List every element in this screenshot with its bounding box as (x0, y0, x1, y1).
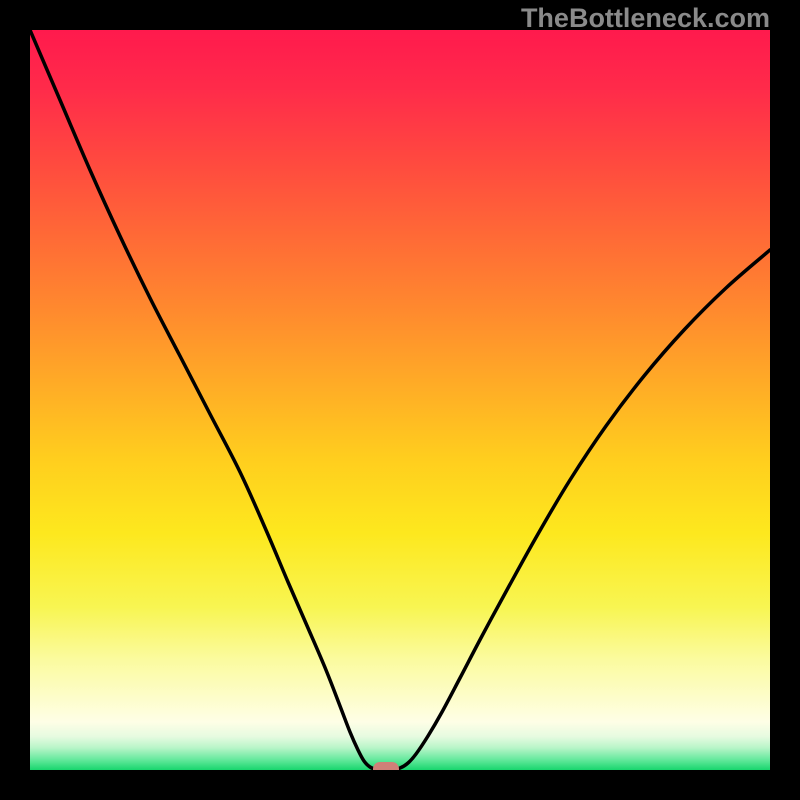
optimal-point-marker (373, 762, 399, 770)
frame-right (770, 0, 800, 800)
frame-left (0, 0, 30, 800)
bottleneck-chart (30, 30, 770, 770)
watermark-text: TheBottleneck.com (521, 3, 770, 34)
gradient-background (30, 30, 770, 770)
frame-bottom (0, 770, 800, 800)
